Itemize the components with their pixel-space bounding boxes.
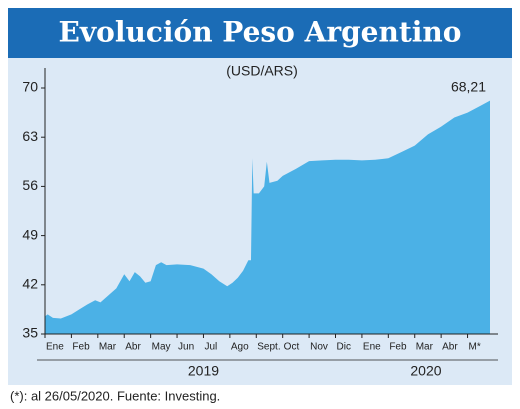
x-tick-label: Abr: [125, 342, 141, 353]
y-tick-label: 49: [22, 226, 38, 242]
y-tick-label: 35: [22, 325, 38, 341]
x-tick-label: Jul: [204, 342, 217, 353]
year-label: 2020: [410, 363, 441, 379]
x-tick-label: M*: [469, 342, 481, 353]
x-tick-label: Abr: [442, 342, 458, 353]
y-tick-label: 70: [22, 79, 38, 95]
x-tick-label: Nov: [310, 342, 328, 353]
y-tick-label: 42: [22, 276, 38, 292]
y-tick-label: 56: [22, 177, 38, 193]
x-tick-label: May: [152, 342, 171, 353]
y-tick-label: 63: [22, 128, 38, 144]
x-tick-label: Mar: [416, 342, 434, 353]
area: [45, 100, 490, 334]
chart-title: Evolución Peso Argentino: [59, 16, 462, 49]
title-bar: [8, 8, 512, 58]
x-tick-label: Ago: [231, 342, 249, 353]
x-tick-label: Sept.: [257, 342, 280, 353]
x-tick-label: Mar: [99, 342, 117, 353]
year-label: 2019: [188, 363, 219, 379]
x-tick-label: Ene: [46, 342, 64, 353]
x-tick-label: Jun: [178, 342, 194, 353]
subtitle: (USD/ARS): [226, 63, 298, 79]
x-tick-label: Ene: [363, 342, 381, 353]
x-tick-label: Feb: [389, 342, 407, 353]
x-tick-label: Feb: [72, 342, 90, 353]
footnote: (*): al 26/05/2020. Fuente: Investing.: [10, 388, 220, 403]
x-tick-label: Oct: [284, 342, 300, 353]
data-label: 68,21: [451, 78, 486, 94]
x-tick-label: Dic: [337, 342, 351, 353]
